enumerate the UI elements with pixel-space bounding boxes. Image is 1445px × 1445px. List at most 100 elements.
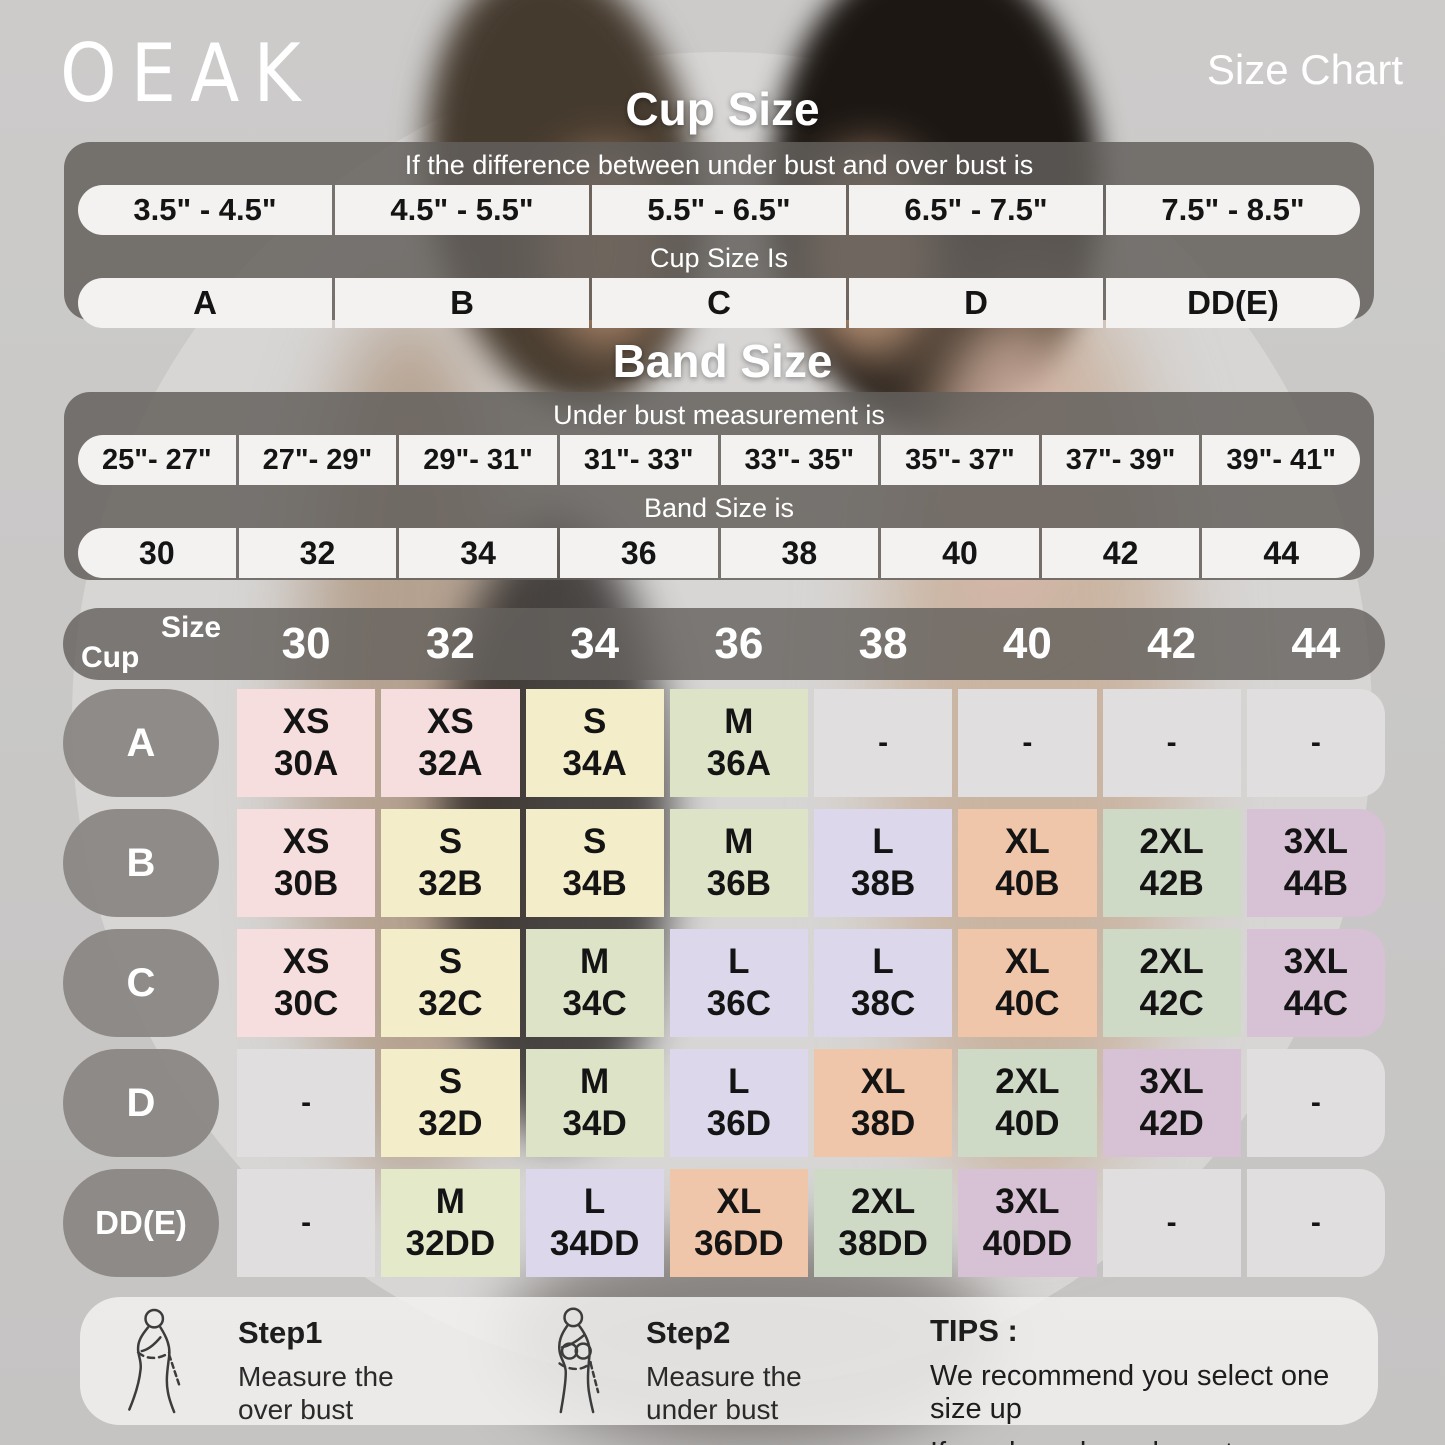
band-number-cell: 40 bbox=[881, 528, 1039, 578]
size-label: M bbox=[580, 942, 610, 981]
step2-line1: Measure the bbox=[646, 1361, 802, 1392]
size-label: 2XL bbox=[995, 1062, 1060, 1101]
size-label: M bbox=[724, 822, 754, 861]
size-cell-empty: - bbox=[1102, 1169, 1241, 1277]
size-code: 34A bbox=[562, 744, 627, 783]
size-cell: XS 30B bbox=[237, 809, 376, 917]
step1-block: Step1 Measure the over bust bbox=[238, 1315, 394, 1426]
size-cell: XS 30A bbox=[237, 689, 376, 797]
matrix-corner-cell: Size Cup bbox=[63, 608, 231, 680]
cup-letter-row: A B C D DD(E) bbox=[78, 278, 1360, 328]
size-cell: 2XL 42B bbox=[1102, 809, 1241, 917]
row-cup-label: A bbox=[63, 689, 219, 797]
size-code: 42C bbox=[1139, 984, 1204, 1023]
band-range-cell: 35"- 37" bbox=[881, 435, 1039, 485]
size-code: 32A bbox=[418, 744, 483, 783]
size-code: 32D bbox=[418, 1104, 483, 1143]
size-label: 3XL bbox=[995, 1182, 1060, 1221]
size-code: 40B bbox=[995, 864, 1060, 903]
size-cell: S 32D bbox=[381, 1049, 520, 1157]
size-label: S bbox=[582, 702, 607, 741]
corner-cup-label: Cup bbox=[81, 641, 140, 674]
size-label: 2XL bbox=[1139, 942, 1204, 981]
size-label: L bbox=[583, 1182, 606, 1221]
page-title: Size Chart bbox=[1206, 46, 1403, 93]
size-code: 36A bbox=[706, 744, 771, 783]
size-cell: XS 30C bbox=[237, 929, 376, 1037]
band-condition-label: Under bust measurement is bbox=[553, 400, 885, 430]
size-cell: S 32B bbox=[381, 809, 520, 917]
dash-mark: - bbox=[1166, 1206, 1177, 1239]
step1-title: Step1 bbox=[238, 1315, 323, 1350]
cup-range-cell: 6.5" - 7.5" bbox=[849, 185, 1103, 235]
size-code: 34C bbox=[562, 984, 627, 1023]
dash-mark: - bbox=[1022, 726, 1033, 759]
size-code: 36B bbox=[706, 864, 771, 903]
cup-size-heading: Cup Size bbox=[625, 83, 820, 135]
size-cell: XS 32A bbox=[381, 689, 520, 797]
size-cell: 2XL 40D bbox=[958, 1049, 1097, 1157]
size-label: XS bbox=[282, 702, 330, 741]
matrix-column-header: 44 bbox=[1291, 619, 1341, 668]
band-size-heading: Band Size bbox=[612, 335, 833, 387]
size-label: 3XL bbox=[1139, 1062, 1204, 1101]
tips-block: TIPS : We recommend you select one size … bbox=[930, 1313, 1378, 1445]
size-cell-empty: - bbox=[1246, 1169, 1385, 1277]
size-cell: M 36B bbox=[669, 809, 808, 917]
brand-logo: OEAK bbox=[60, 26, 315, 121]
size-code: 38D bbox=[851, 1104, 916, 1143]
band-range-cell: 33"- 35" bbox=[720, 435, 879, 485]
size-label: XL bbox=[1005, 942, 1050, 981]
band-range-cell: 37"- 39" bbox=[1041, 435, 1200, 485]
band-range-cell: 39"- 41" bbox=[1202, 435, 1360, 485]
corner-size-label: Size bbox=[160, 611, 221, 644]
dash-mark: - bbox=[301, 1086, 312, 1119]
band-number-row: 30 32 34 36 38 40 42 44 bbox=[78, 528, 1360, 578]
size-label: 2XL bbox=[851, 1182, 916, 1221]
size-code: 42D bbox=[1139, 1104, 1204, 1143]
band-number-cell: 34 bbox=[399, 528, 557, 578]
dash-mark: - bbox=[1166, 726, 1177, 759]
size-code: 40C bbox=[995, 984, 1060, 1023]
size-matrix-body: A XS 30A XS 32A S 34A M 36A - - - - B XS 30B S 32B S 34B M 36… bbox=[63, 689, 1385, 1277]
size-cell: M 32DD bbox=[381, 1169, 520, 1277]
size-label: L bbox=[872, 822, 894, 861]
size-cell: M 34C bbox=[525, 929, 664, 1037]
size-cell-empty: - bbox=[237, 1169, 376, 1277]
size-code: 40DD bbox=[982, 1224, 1073, 1263]
size-matrix-row: D - S 32D M 34D L 36D XL 38D 2XL 40D 3XL 42D - bbox=[63, 1049, 1385, 1157]
band-range-row: 25"- 27" 27"- 29" 29"- 31" 31"- 33" 33"- 35"… bbox=[78, 435, 1360, 485]
cup-range-cell: 7.5" - 8.5" bbox=[1106, 185, 1360, 235]
row-cup-label: DD(E) bbox=[63, 1169, 219, 1277]
size-label: S bbox=[438, 942, 463, 981]
band-result-label: Band Size is bbox=[643, 493, 795, 523]
size-matrix-row: C XS 30C S 32C M 34C L 36C L 38C XL 40C 2XL 42C 3XL 44C bbox=[63, 929, 1385, 1037]
step2-block: Step2 Measure the under bust bbox=[646, 1315, 802, 1426]
band-range-cell: 27"- 29" bbox=[238, 435, 397, 485]
size-label: 2XL bbox=[1139, 822, 1204, 861]
size-code: 36DD bbox=[694, 1224, 784, 1263]
size-cell-empty: - bbox=[958, 689, 1097, 797]
size-code: 38B bbox=[851, 864, 916, 903]
size-code: 36C bbox=[706, 984, 771, 1023]
size-cell-empty: - bbox=[1246, 689, 1385, 797]
cup-letter-cell: DD(E) bbox=[1106, 278, 1360, 328]
size-cell: 3XL 44B bbox=[1246, 809, 1385, 917]
tips-line2: If you have large breasts. bbox=[930, 1437, 1378, 1445]
size-label: XS bbox=[282, 822, 330, 861]
size-label: L bbox=[728, 1062, 750, 1101]
band-number-cell: 30 bbox=[78, 528, 236, 578]
size-label: S bbox=[438, 1062, 463, 1101]
step2-line2: under bust bbox=[646, 1394, 779, 1425]
size-matrix-row: DD(E) - M 32DD L 34DD XL 36DD 2XL 38DD 3XL 40DD - - bbox=[63, 1169, 1385, 1277]
size-code: 32C bbox=[418, 984, 483, 1023]
matrix-column-header: 36 bbox=[714, 619, 764, 668]
size-code: 44B bbox=[1283, 864, 1348, 903]
size-cell: L 34DD bbox=[525, 1169, 664, 1277]
size-cell: 3XL 44C bbox=[1246, 929, 1385, 1037]
matrix-column-header: 34 bbox=[570, 619, 620, 668]
size-matrix-header: Size Cup 30 32 34 36 38 40 42 44 bbox=[63, 608, 1385, 680]
size-cell: 2XL 42C bbox=[1102, 929, 1241, 1037]
size-cell: L 38C bbox=[814, 929, 953, 1037]
